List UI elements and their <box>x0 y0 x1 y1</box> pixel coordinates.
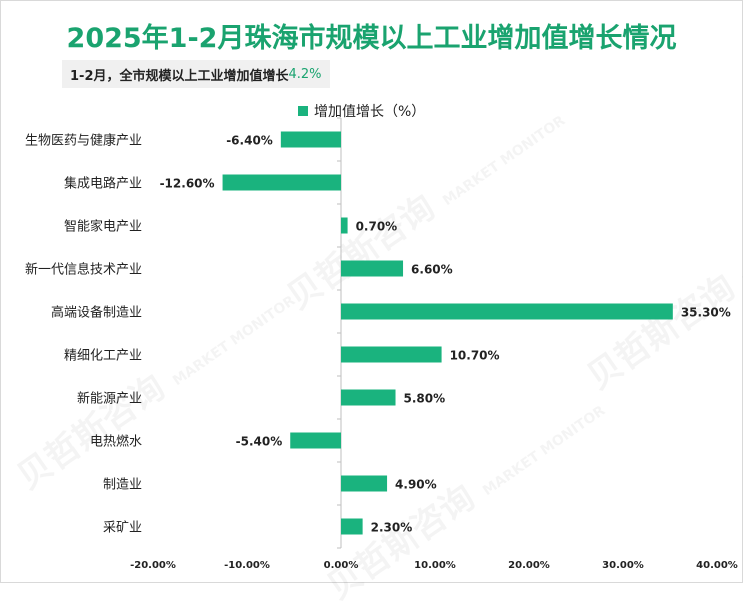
data-label: 4.90% <box>395 478 437 492</box>
category-label: 精细化工产业 <box>64 349 142 364</box>
data-label: 35.30% <box>681 306 731 320</box>
x-tick-label: 0.00% <box>324 560 359 571</box>
x-tick-label: 20.00% <box>508 560 550 571</box>
x-tick-label: -20.00% <box>130 560 176 571</box>
data-label: 10.70% <box>450 349 500 363</box>
data-label: 5.80% <box>404 392 446 406</box>
bar <box>341 475 388 492</box>
bar <box>341 346 442 363</box>
bar-chart: 生物医药与健康产业 -6.40% 集成电路产业 -12.60% 智能家电产业 0.70% 新… <box>25 117 738 571</box>
data-label: -5.40% <box>236 435 283 449</box>
chart-title: 2025年1-2月珠海市规模以上工业增加值增长情况 <box>66 23 677 54</box>
summary-box: 1-2月，全市规模以上工业增加值增长 4.2% <box>62 60 330 88</box>
category-label: 集成电路产业 <box>64 176 142 192</box>
x-tick-label: 40.00% <box>696 560 738 571</box>
bar <box>290 432 341 449</box>
category-label: 采矿业 <box>103 521 142 536</box>
category-label: 电热燃水 <box>90 434 142 450</box>
legend-label: 增加值增长（%） <box>314 104 426 120</box>
data-label: -12.60% <box>160 177 215 191</box>
category-label: 制造业 <box>103 478 142 493</box>
summary-label: 1-2月，全市规模以上工业增加值增长 <box>70 68 289 84</box>
bar <box>341 217 348 234</box>
x-tick-label: 10.00% <box>414 560 456 571</box>
category-label: 高端设备制造业 <box>51 305 142 321</box>
data-label: 6.60% <box>411 263 453 277</box>
data-label: 0.70% <box>356 220 398 234</box>
bar <box>341 260 404 277</box>
data-label: 2.30% <box>371 521 413 535</box>
bar <box>222 174 341 191</box>
x-tick-label: 30.00% <box>602 560 644 571</box>
category-label: 新能源产业 <box>77 391 142 407</box>
bar <box>341 518 363 535</box>
category-label: 生物医药与健康产业 <box>25 133 142 149</box>
x-tick-label: -10.00% <box>224 560 270 571</box>
data-label: -6.40% <box>226 134 273 148</box>
legend: 增加值增长（%） <box>298 101 425 121</box>
category-label: 智能家电产业 <box>64 219 142 235</box>
bar <box>341 389 396 406</box>
summary-value: 4.2% <box>288 66 322 82</box>
bar <box>341 303 673 320</box>
bar <box>280 131 341 148</box>
legend-swatch <box>298 106 308 116</box>
category-label: 新一代信息技术产业 <box>25 262 142 278</box>
